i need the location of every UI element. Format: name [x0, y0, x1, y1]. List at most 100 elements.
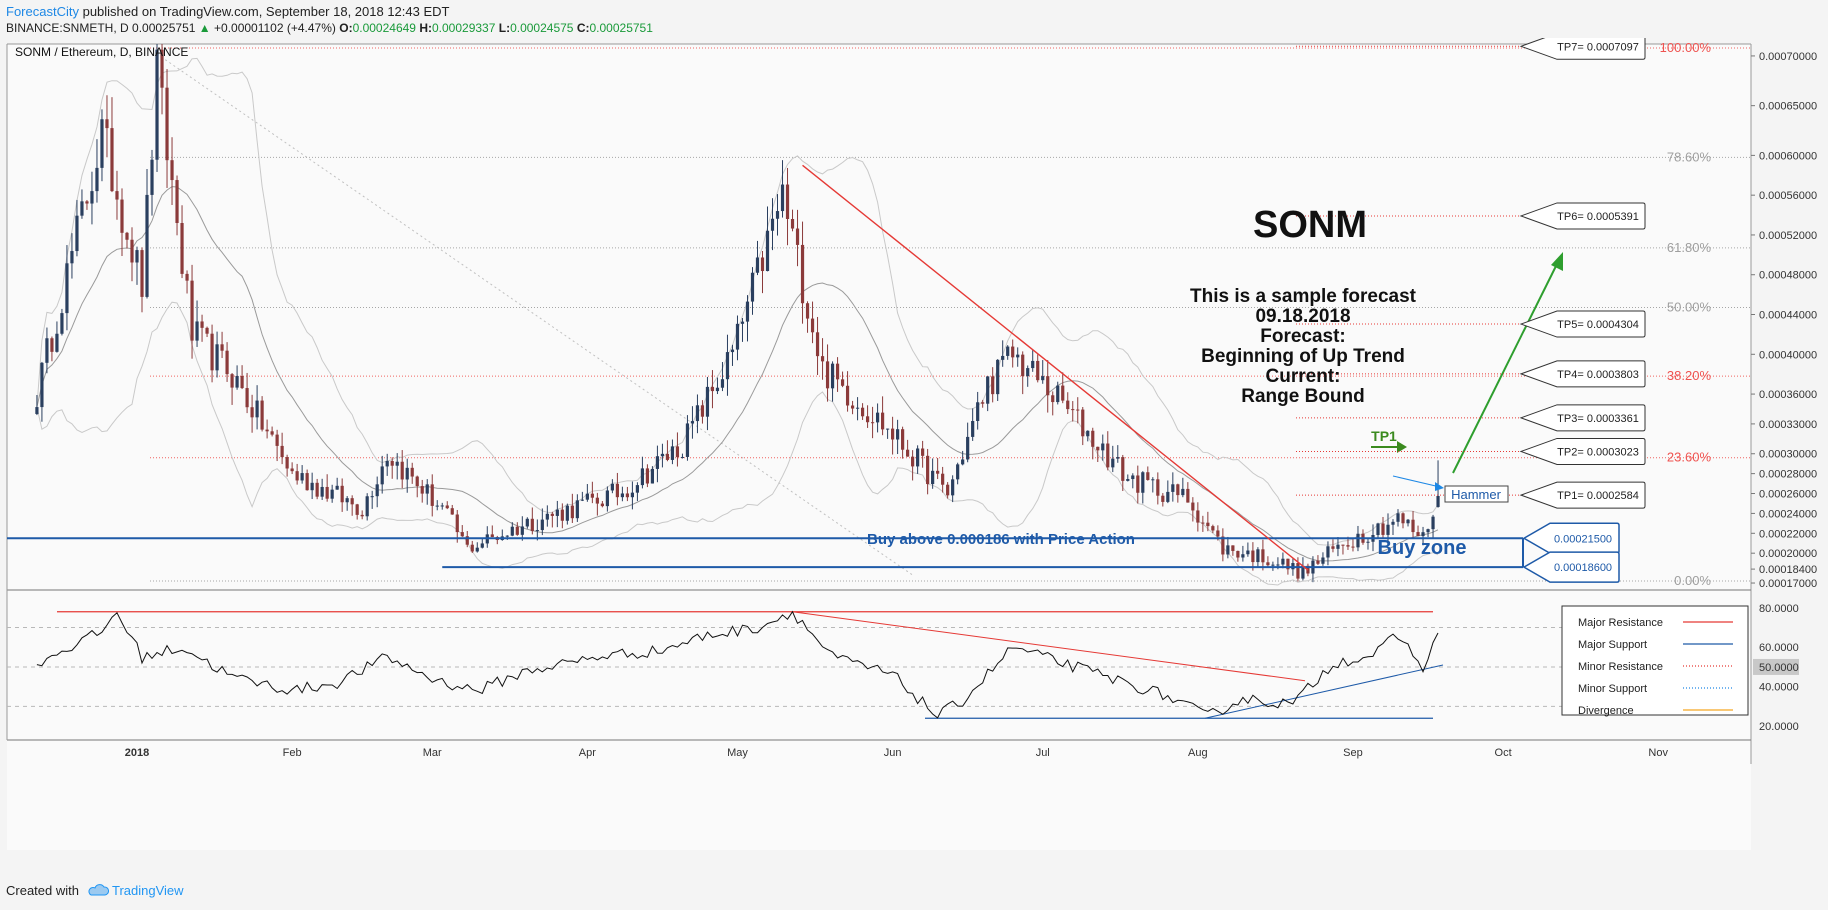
asset-name: SONM: [1253, 204, 1367, 246]
candle-body: [780, 184, 785, 212]
candle-body: [670, 446, 675, 460]
candle-body: [610, 483, 614, 491]
candle-body: [505, 535, 509, 537]
candle-body: [1151, 479, 1155, 481]
candle-body: [1026, 368, 1030, 377]
candle-body: [630, 492, 634, 498]
tradingview-link[interactable]: TradingView: [112, 883, 184, 898]
tp-callout-label: TP4= 0.0003803: [1557, 369, 1639, 381]
candle-body: [966, 436, 970, 460]
candle-body: [405, 467, 409, 480]
candle-body: [725, 352, 730, 380]
candle-body: [330, 489, 334, 499]
candle-body: [825, 361, 830, 389]
candle-body: [1171, 484, 1175, 492]
tp-callout: TP5= 0.0004304: [1296, 310, 1646, 338]
candle-body: [570, 505, 574, 519]
candle-body: [245, 388, 249, 408]
candle-body: [1066, 400, 1070, 410]
candle-body: [1396, 513, 1400, 522]
candle-body: [370, 496, 374, 498]
y-tick-label: 0.00018400: [1759, 564, 1817, 576]
candle-body: [1206, 522, 1210, 527]
candle-body: [545, 513, 549, 520]
x-tick-label: Jul: [1036, 747, 1050, 759]
fib-level-label: 61.80%: [1667, 240, 1712, 255]
support-callout-box: [1522, 551, 1620, 583]
candle-body: [595, 497, 599, 504]
candle-body: [600, 503, 604, 507]
candle-body: [410, 467, 414, 477]
candle-body: [205, 327, 209, 334]
candle-body: [195, 321, 199, 341]
candle-body: [1056, 385, 1060, 403]
candle-body: [420, 486, 424, 494]
candle-body: [685, 423, 690, 457]
candle-body: [160, 49, 164, 88]
candle-body: [860, 407, 865, 417]
y-tick-label: 0.00030000: [1759, 449, 1817, 461]
candle-body: [755, 257, 760, 273]
publisher-link[interactable]: ForecastCity: [6, 4, 79, 19]
candle-body: [380, 466, 384, 485]
candle-body: [235, 375, 239, 388]
candle-body: [590, 493, 594, 498]
candle-body: [1256, 549, 1260, 563]
candle-body: [1076, 409, 1080, 411]
candle-body: [991, 376, 995, 395]
candle-body: [605, 490, 609, 507]
y-tick-label: 0.00052000: [1759, 230, 1817, 242]
candle-body: [655, 456, 660, 469]
forecast-line-1: This is a sample forecast: [1190, 286, 1417, 307]
candle-body: [340, 485, 344, 503]
candle-body: [530, 518, 534, 532]
candle-body: [250, 407, 254, 418]
candle-body: [475, 547, 479, 552]
candle-body: [996, 359, 1000, 395]
candle-body: [1131, 475, 1135, 480]
candle-body: [750, 272, 755, 302]
support-callout-label: 0.00018600: [1554, 562, 1612, 574]
candle-body: [585, 493, 589, 500]
candle-body: [1006, 346, 1010, 356]
x-tick-label: Mar: [423, 747, 442, 759]
legend-label: Minor Resistance: [1578, 661, 1663, 673]
tp-callout-label: TP5= 0.0004304: [1557, 319, 1639, 331]
candle-body: [680, 456, 685, 458]
x-tick-label: Sep: [1343, 747, 1363, 759]
rsi-downtrend-line: [792, 611, 1306, 682]
y-tick-label: 0.00070000: [1759, 51, 1817, 63]
candle-body: [800, 244, 805, 304]
candle-body: [1221, 536, 1225, 555]
candle-body: [886, 428, 890, 430]
candle-body: [515, 526, 519, 535]
chart-title: SONM / Ethereum, D, BINANCE: [15, 45, 188, 59]
forecast-line-5: Current:: [1266, 366, 1341, 387]
candle-body: [560, 509, 564, 521]
candle-body: [215, 344, 219, 371]
candle-body: [110, 128, 114, 192]
candle-body: [270, 431, 274, 435]
candle-body: [1111, 458, 1115, 468]
candle-body: [1046, 376, 1050, 396]
y-tick-label: 0.00017000: [1759, 578, 1817, 590]
candle-body: [120, 199, 124, 233]
candle-body: [1116, 457, 1120, 459]
candle-body: [936, 470, 940, 474]
candle-body: [976, 402, 980, 422]
candle-body: [951, 479, 955, 496]
target-arrow-line: [1452, 261, 1559, 474]
candle-body: [390, 461, 394, 466]
candle-body: [1241, 554, 1245, 558]
candle-body: [715, 387, 720, 392]
price-chart[interactable]: 100.00% 78.60% 61.80% 50.00% 38.20% 23.60% 0.0…: [0, 38, 1828, 876]
open-label: O:: [339, 21, 353, 35]
y-tick-label: 0.00065000: [1759, 101, 1817, 113]
candle-body: [520, 526, 524, 535]
candle-body: [325, 486, 329, 499]
y-tick-label: 0.00026000: [1759, 489, 1817, 501]
close-value: 0.00025751: [589, 21, 653, 35]
candle-body: [875, 412, 880, 423]
candle-body: [65, 263, 69, 314]
candle-body: [870, 422, 875, 424]
